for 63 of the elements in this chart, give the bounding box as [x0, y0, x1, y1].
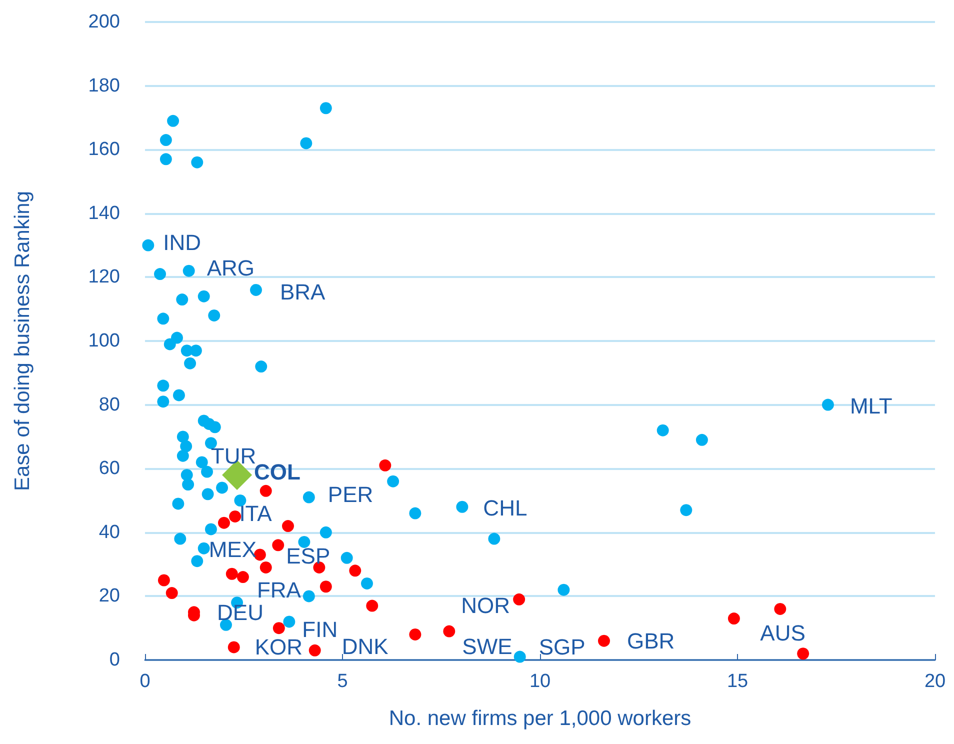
annotation: GBR — [626, 628, 675, 654]
point — [774, 602, 786, 615]
point — [366, 600, 378, 612]
point — [409, 628, 422, 640]
annotation: SWE — [462, 634, 512, 659]
x-axis-title: No. new firms per 1,000 workers — [388, 707, 692, 730]
y-tick-label: 200 — [88, 12, 120, 32]
annotation: MLT — [850, 393, 892, 418]
y-tick-label: 20 — [98, 586, 120, 607]
annotation: MEX — [208, 536, 257, 562]
y-tick-label: 100 — [88, 330, 120, 352]
point — [308, 644, 321, 656]
annotation: IND — [163, 230, 202, 255]
point — [443, 625, 456, 638]
y-tick-label: 160 — [88, 139, 120, 160]
point — [797, 648, 810, 660]
y-tick-label: 0 — [109, 650, 120, 670]
annotation: KOR — [254, 634, 303, 660]
annotation: ESP — [286, 544, 330, 569]
annotation: SGP — [538, 634, 586, 660]
point — [218, 516, 230, 529]
y-tick-label: 120 — [88, 266, 120, 288]
point — [166, 587, 178, 600]
point — [229, 510, 242, 522]
y-tick-label: 60 — [98, 458, 120, 480]
point — [320, 580, 332, 593]
annotation: ARG — [206, 255, 255, 280]
annotation: FIN — [302, 617, 338, 642]
annotation: BRA — [280, 279, 326, 304]
y-tick-label: 40 — [98, 522, 120, 543]
point — [728, 612, 740, 625]
annotation: DEU — [217, 600, 264, 626]
annotation: COL — [254, 459, 300, 484]
point — [349, 564, 362, 577]
x-tick-label: 10 — [529, 671, 551, 692]
annotation: CHL — [483, 495, 528, 520]
point — [272, 622, 285, 634]
annotation: TUR — [210, 444, 256, 469]
y-tick-label: 180 — [88, 75, 120, 96]
point — [260, 484, 272, 497]
x-tick-label: 0 — [140, 671, 150, 692]
y-tick-label: 80 — [98, 394, 120, 416]
point — [598, 634, 610, 647]
point — [260, 561, 272, 574]
point — [226, 568, 238, 580]
y-axis-title: Ease of doing business Ranking — [11, 190, 34, 492]
point — [513, 593, 526, 606]
y-tick-label: 140 — [88, 202, 120, 224]
annotation: FRA — [256, 578, 302, 603]
annotation: ITA — [239, 501, 272, 526]
point — [379, 459, 392, 472]
annotation: DNK — [342, 634, 389, 659]
point — [158, 574, 170, 586]
annotation: PER — [328, 482, 374, 507]
point — [282, 520, 294, 532]
point — [236, 571, 249, 584]
x-tick-label: 15 — [726, 671, 748, 692]
x-tick-label: 20 — [924, 671, 946, 692]
x-tick-label: 5 — [337, 671, 348, 692]
annotation: NOR — [461, 592, 510, 618]
point — [228, 641, 240, 654]
annotation: AUS — [760, 620, 806, 646]
point — [272, 539, 284, 552]
